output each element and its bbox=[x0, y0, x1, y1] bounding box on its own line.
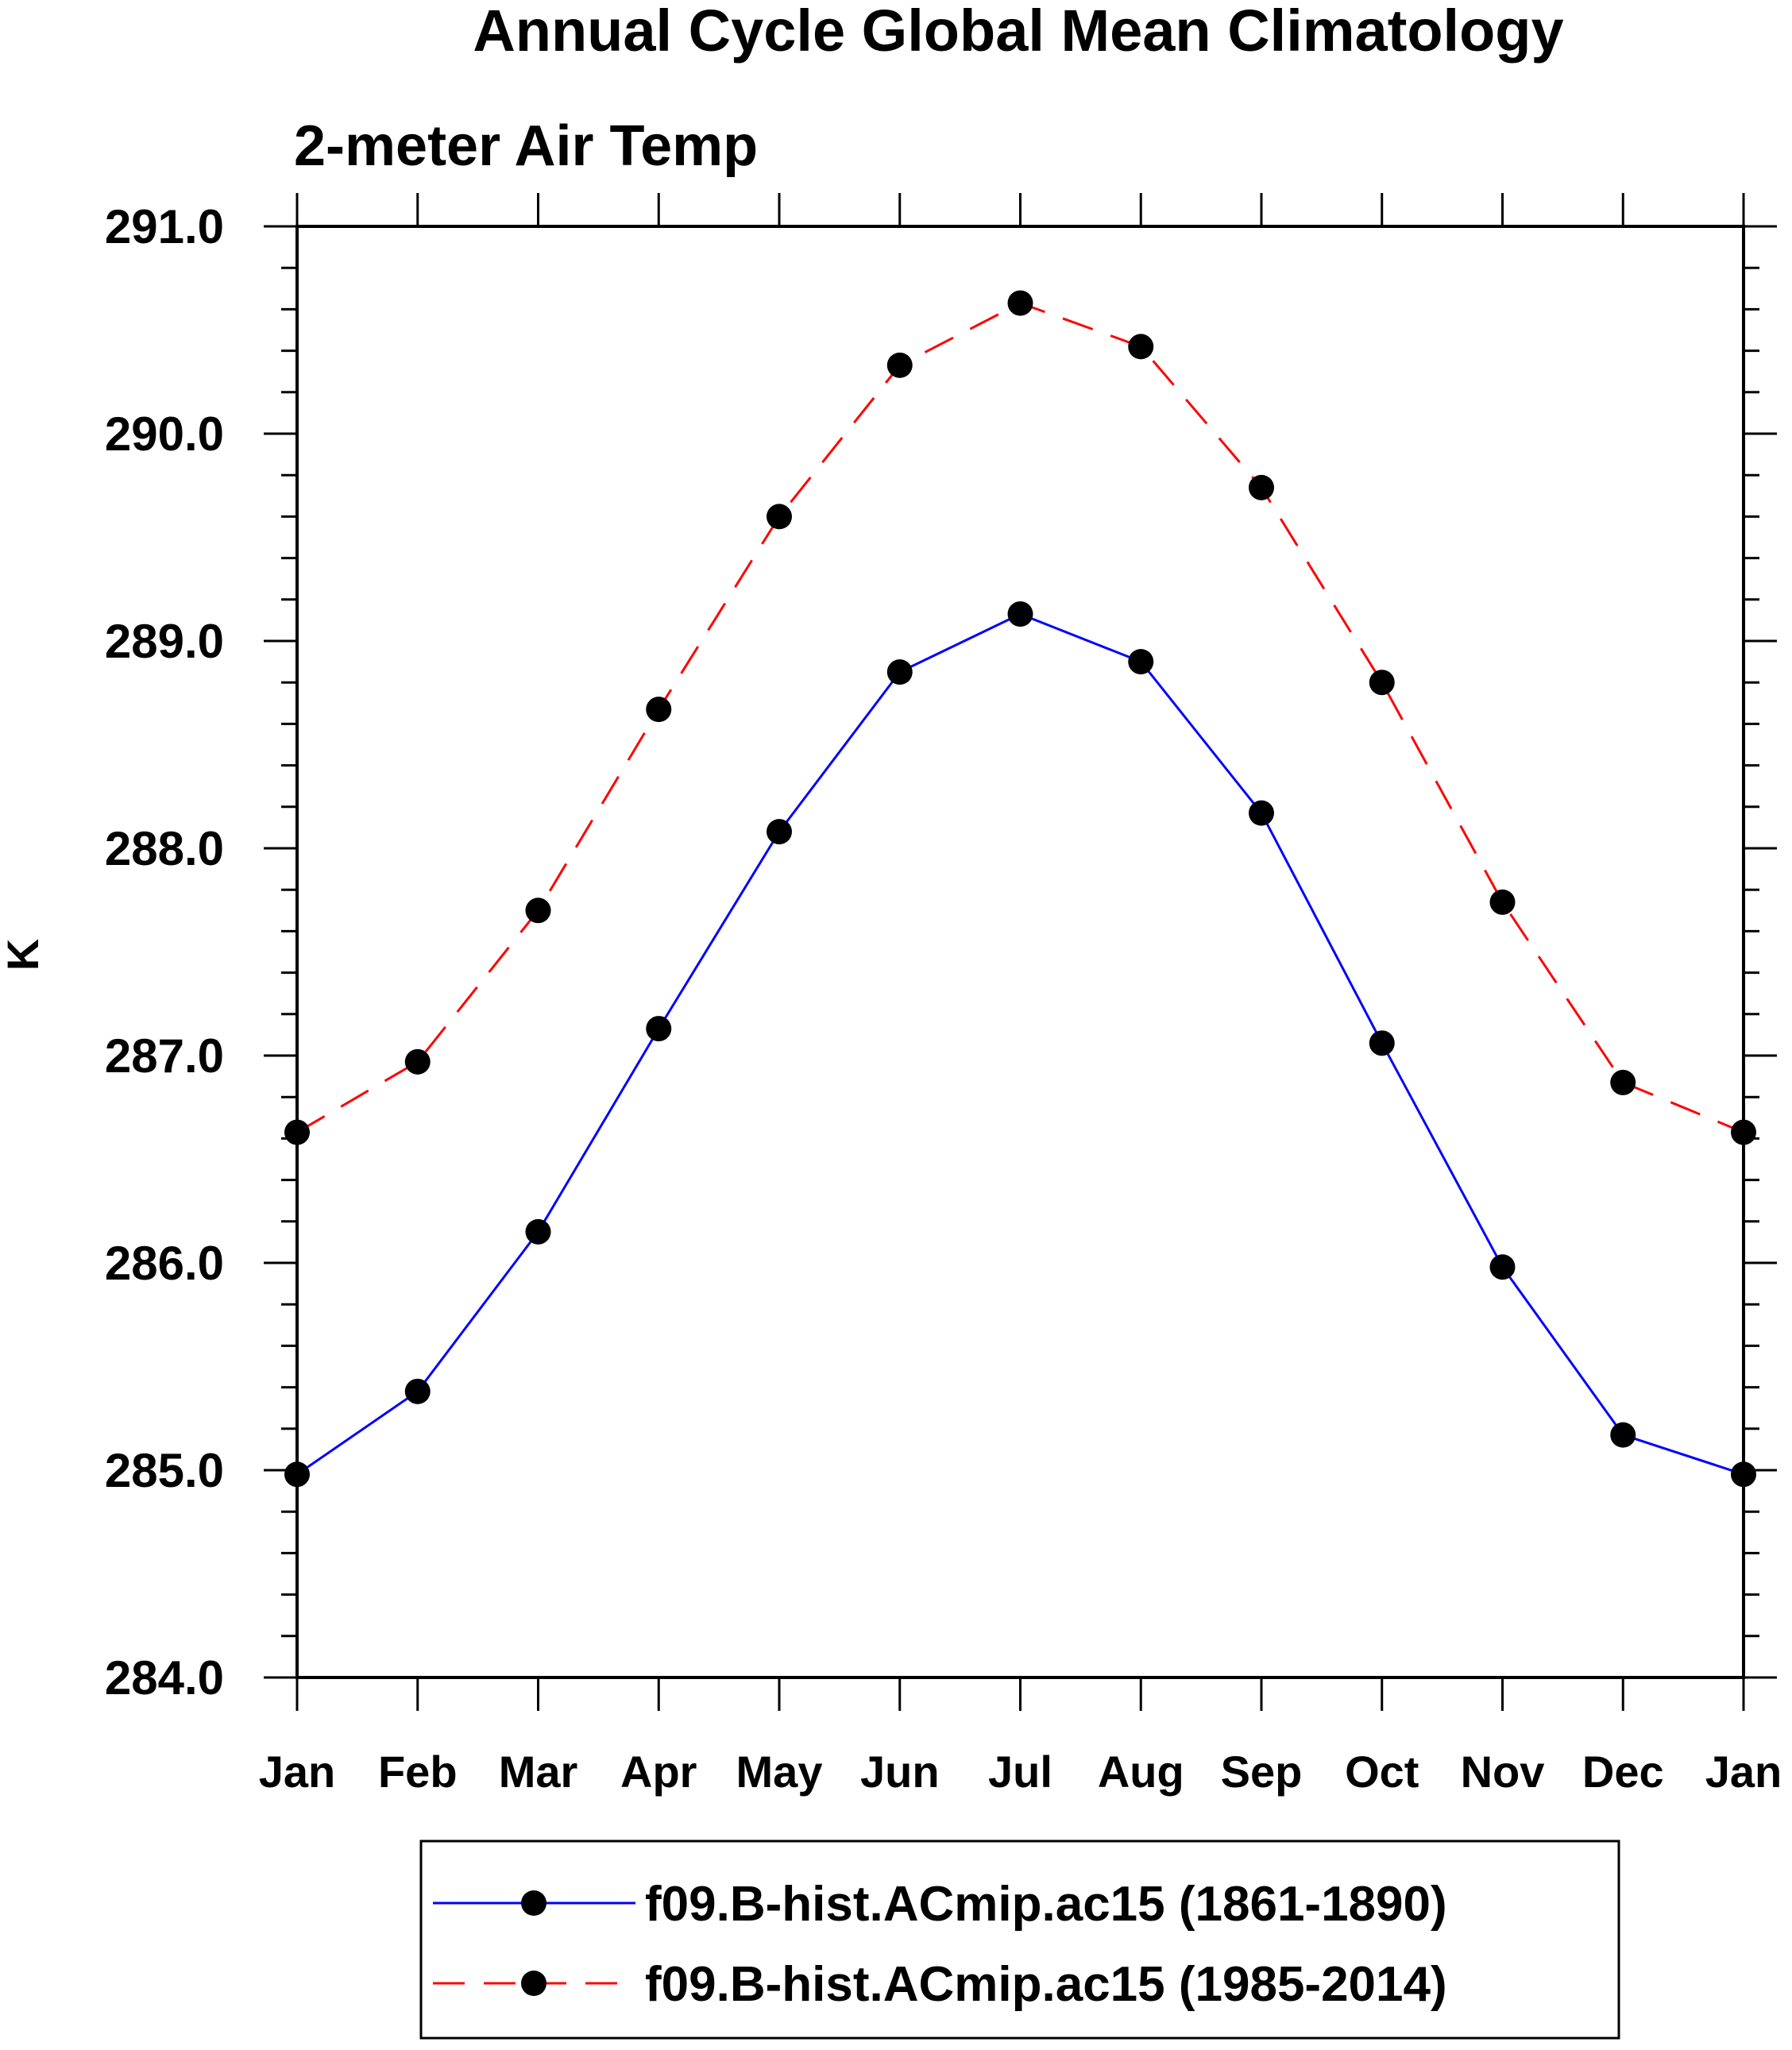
data-point-series-1 bbox=[1489, 1254, 1516, 1280]
y-axis-ticks: 284.0 285.0 286.0 287.0 288.0 289.0 290.0 291.0 bbox=[105, 200, 1777, 1704]
data-point-series-1 bbox=[1007, 601, 1033, 627]
legend-label-2: f09.B-hist.ACmip.ac15 (1985-2014) bbox=[645, 1957, 1447, 2012]
legend-marker-1 bbox=[521, 1890, 546, 1916]
y-tick-label: 289.0 bbox=[105, 615, 224, 668]
x-tick-label: Jul bbox=[988, 1747, 1052, 1797]
data-point-series-2 bbox=[1128, 334, 1154, 360]
data-point-series-1 bbox=[1610, 1422, 1636, 1448]
y-tick-label: 286.0 bbox=[105, 1237, 224, 1290]
data-point-series-1 bbox=[1128, 649, 1154, 675]
x-tick-label: Mar bbox=[499, 1747, 578, 1797]
x-tick-label: Oct bbox=[1345, 1747, 1419, 1797]
y-tick-label: 291.0 bbox=[105, 200, 224, 253]
series-markers bbox=[284, 290, 1756, 1488]
x-tick-label: Jan bbox=[259, 1747, 336, 1797]
data-point-series-2 bbox=[1007, 290, 1033, 316]
data-point-series-2 bbox=[1610, 1069, 1636, 1095]
data-point-series-2 bbox=[1489, 889, 1516, 915]
data-point-series-1 bbox=[646, 1016, 672, 1042]
data-point-series-2 bbox=[1249, 474, 1274, 500]
data-point-series-2 bbox=[1369, 670, 1395, 696]
data-point-series-2 bbox=[767, 504, 792, 530]
y-tick-label: 290.0 bbox=[105, 407, 224, 461]
data-point-series-2 bbox=[886, 352, 913, 378]
x-tick-label: Sep bbox=[1221, 1747, 1303, 1797]
data-point-series-2 bbox=[1731, 1119, 1756, 1145]
data-point-series-1 bbox=[767, 819, 792, 845]
data-point-series-1 bbox=[1369, 1030, 1395, 1056]
x-tick-label: Jun bbox=[860, 1747, 940, 1797]
x-tick-label: Apr bbox=[620, 1747, 697, 1797]
data-point-series-2 bbox=[646, 697, 672, 723]
chart-subtitle: 2-meter Air Temp bbox=[294, 114, 758, 178]
x-tick-label: Dec bbox=[1582, 1747, 1664, 1797]
data-point-series-1 bbox=[886, 659, 913, 685]
y-tick-label: 287.0 bbox=[105, 1029, 224, 1083]
x-tick-label: Jan bbox=[1705, 1747, 1782, 1797]
data-point-series-1 bbox=[404, 1378, 431, 1404]
data-point-series-1 bbox=[284, 1461, 310, 1488]
y-tick-label: 284.0 bbox=[105, 1651, 224, 1704]
data-point-series-1 bbox=[525, 1218, 551, 1245]
x-tick-label: Nov bbox=[1461, 1747, 1545, 1797]
x-axis-ticks: Jan Feb Mar Apr May Jun Jul Aug Sep Oct Nov Dec Jan bbox=[259, 193, 1782, 1797]
chart-title: Annual Cycle Global Mean Climatology bbox=[473, 0, 1563, 64]
legend: f09.B-hist.ACmip.ac15 (1861-1890) f09.B-h… bbox=[419, 1840, 1620, 2040]
data-point-series-2 bbox=[525, 898, 551, 924]
y-tick-label: 285.0 bbox=[105, 1444, 224, 1497]
legend-label-1: f09.B-hist.ACmip.ac15 (1861-1890) bbox=[645, 1877, 1447, 1932]
x-tick-label: May bbox=[736, 1747, 823, 1797]
x-tick-label: Feb bbox=[378, 1747, 458, 1797]
y-tick-label: 288.0 bbox=[105, 822, 224, 875]
data-point-series-2 bbox=[284, 1119, 310, 1145]
legend-marker-2 bbox=[521, 1971, 546, 1996]
legend-box bbox=[419, 1840, 1620, 2040]
x-tick-label: Aug bbox=[1098, 1747, 1184, 1797]
y-axis-label: K bbox=[0, 939, 48, 971]
data-point-series-1 bbox=[1249, 800, 1274, 826]
data-point-series-1 bbox=[1731, 1461, 1756, 1488]
data-point-series-2 bbox=[404, 1048, 431, 1075]
